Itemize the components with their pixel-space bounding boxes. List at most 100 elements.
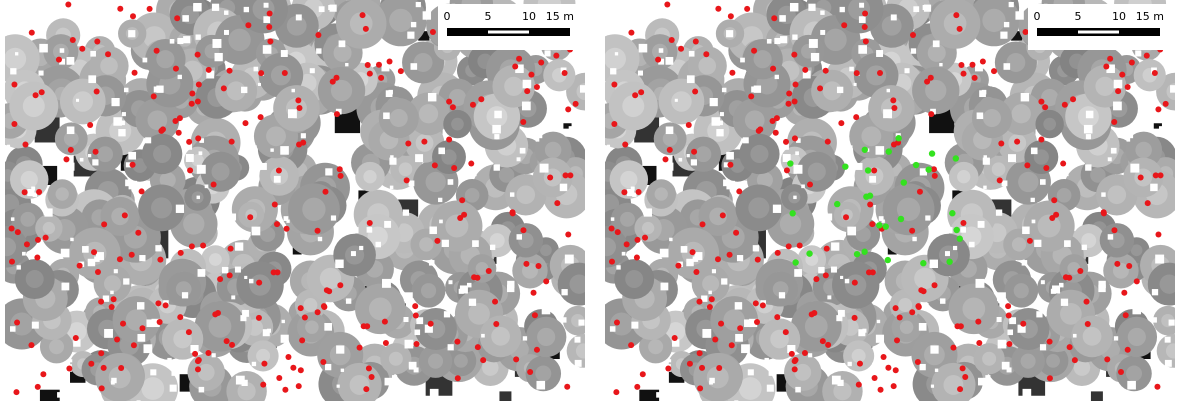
gap [687, 75, 695, 83]
tree-top-marker [622, 142, 628, 148]
gap [983, 158, 990, 165]
tree-top-marker [461, 212, 467, 218]
gap [249, 279, 253, 283]
tree-top-marker [11, 82, 17, 88]
crown-top [302, 198, 325, 221]
crown-top [1135, 142, 1152, 159]
gap [997, 317, 1002, 322]
gap [472, 240, 479, 247]
tree-top-marker [528, 72, 534, 78]
scale-label: 15 m [546, 10, 574, 23]
tree-top-marker [686, 122, 692, 128]
tree-top-marker [783, 139, 789, 145]
tree-top-marker [609, 259, 615, 265]
gap [876, 146, 885, 155]
crown-top [1021, 354, 1036, 369]
crown-top [702, 275, 719, 292]
tree-top-marker [227, 68, 233, 74]
gap [905, 68, 910, 73]
gap [831, 267, 837, 273]
gap [430, 389, 439, 398]
tree-top-marker [532, 312, 538, 318]
tree-top-marker [1121, 290, 1127, 296]
gap [1086, 134, 1091, 139]
gap [976, 279, 985, 288]
tree-top-marker [79, 46, 85, 52]
gap [1034, 240, 1041, 247]
tree-top-marker [958, 62, 964, 68]
gap [721, 278, 727, 284]
gap [764, 358, 768, 362]
tree-top-marker [378, 75, 384, 81]
tree-top-marker [470, 102, 476, 108]
gap [282, 320, 285, 323]
tree-top-marker [909, 228, 915, 234]
crown-top [597, 238, 616, 257]
tree-top-marker [1085, 321, 1091, 327]
gap [726, 152, 734, 160]
gap [827, 295, 831, 299]
tree-top-marker [101, 221, 107, 227]
gap [399, 81, 405, 87]
gap [197, 165, 206, 174]
gap [665, 163, 673, 171]
tree-top-marker [34, 255, 40, 261]
gap [767, 385, 774, 392]
gap [284, 216, 289, 221]
crown-top [852, 349, 866, 363]
tree-top-marker [1115, 88, 1121, 94]
gap [735, 334, 743, 342]
gap [675, 99, 678, 102]
tree-top-marker [40, 371, 46, 377]
tree-top-marker [894, 337, 900, 343]
tree-top-marker [274, 221, 280, 227]
tree-top-marker [139, 325, 145, 331]
gap [111, 98, 119, 106]
gap [252, 227, 261, 236]
gap [103, 4, 111, 12]
crown-top [861, 126, 881, 146]
crown-top [266, 126, 286, 146]
gap [831, 242, 839, 250]
gap [76, 99, 79, 102]
tree-top-marker [733, 230, 739, 236]
gap [523, 336, 527, 340]
gap [395, 384, 403, 392]
tree-top-marker [1038, 99, 1044, 105]
tree-top-marker [22, 142, 28, 148]
tree-top-marker [296, 383, 302, 389]
tree-top-marker [446, 137, 452, 143]
gap [922, 303, 928, 309]
tree-top-marker [825, 342, 831, 348]
gap [199, 151, 203, 155]
tree-top-marker [737, 325, 743, 331]
gap [405, 340, 414, 349]
crown-top [1014, 283, 1029, 298]
tree-top-marker [285, 354, 291, 360]
scale-label: 0 [1034, 10, 1041, 23]
tree-top-marker [885, 365, 891, 371]
gap [82, 246, 89, 253]
gap [638, 71, 643, 76]
tree-top-marker [624, 241, 630, 247]
gap [122, 112, 126, 116]
tree-top-marker [315, 228, 321, 234]
tree-top-marker [1152, 70, 1158, 76]
crown-top [445, 215, 468, 238]
gap [182, 292, 188, 298]
crown-top [992, 162, 1006, 176]
gap [877, 320, 880, 323]
gap [811, 53, 819, 61]
tree-top-marker [915, 359, 921, 365]
gap [1170, 85, 1178, 93]
gap [985, 375, 990, 380]
tree-top-marker [823, 272, 829, 278]
tree-top-marker [958, 323, 964, 329]
gap [212, 4, 219, 11]
tree-top-marker [224, 338, 230, 344]
tree-top-marker [451, 165, 457, 171]
tree-top-marker [91, 249, 97, 255]
tree-top-marker [1125, 84, 1131, 90]
tree-top-marker [1060, 161, 1066, 167]
tree-top-marker [573, 101, 579, 107]
